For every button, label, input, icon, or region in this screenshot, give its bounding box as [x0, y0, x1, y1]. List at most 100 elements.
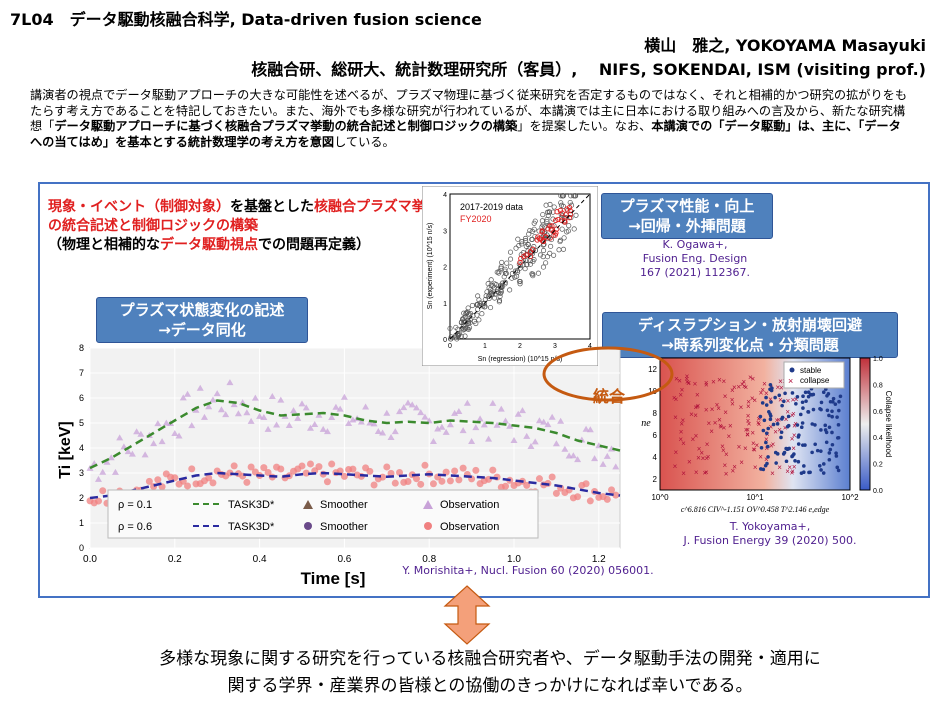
- collapse-point: ×: [699, 448, 704, 457]
- collapse-point: ×: [736, 383, 741, 392]
- sn-point: [543, 202, 549, 208]
- observation-point: [506, 422, 514, 429]
- collapse-point: ×: [721, 446, 726, 455]
- cite-yokoyama-1: T. Yokoyama+,: [729, 520, 811, 533]
- stable-point: [777, 393, 782, 398]
- observation-point: [99, 468, 107, 475]
- observation-point: [268, 392, 276, 399]
- colorbar-tick-label: 0.4: [873, 435, 883, 442]
- sn-point: [535, 270, 541, 276]
- stable-point: [810, 450, 814, 455]
- observation-point: [412, 404, 420, 411]
- sn-point: [523, 238, 529, 244]
- label-disr-line1: ディスラプション・放射崩壊回避: [638, 316, 862, 334]
- observation-point: [404, 399, 412, 406]
- collapse-point: ×: [673, 462, 678, 471]
- collapse-point: ×: [704, 379, 709, 388]
- observation-point: [442, 428, 450, 435]
- ti-ytick-label: 8: [79, 343, 84, 353]
- stable-point: [827, 451, 832, 455]
- collapse-point: ×: [678, 435, 683, 444]
- observation-point: [387, 433, 395, 440]
- citation-morishita: Y. Morishita+, Nucl. Fusion 60 (2020) 05…: [402, 564, 654, 577]
- sn-point: [572, 193, 578, 199]
- sn-point: [471, 318, 477, 324]
- observation-point: [188, 422, 196, 429]
- observation-point: [451, 409, 459, 416]
- sn-point: [531, 257, 537, 263]
- stable-point: [779, 430, 784, 435]
- collapse-point: ×: [723, 392, 728, 401]
- observation-point: [137, 430, 145, 437]
- sn-point: [502, 268, 508, 274]
- stable-point: [795, 395, 800, 399]
- observation-point: [552, 489, 560, 497]
- observation-point: [222, 411, 230, 418]
- intro-black-1: を基盤とした: [230, 199, 314, 215]
- observation-point: [502, 482, 510, 490]
- sn-point: [507, 249, 514, 255]
- collapse-point: ×: [745, 430, 750, 439]
- observation-point: [128, 450, 136, 457]
- stable-point: [837, 408, 841, 413]
- observation-point: [502, 417, 510, 424]
- colorbar-label: Collapse likelihood: [884, 391, 893, 458]
- sn-legend-title: 2017-2019 data: [460, 202, 523, 212]
- stable-point: [810, 392, 814, 397]
- collapse-point: ×: [696, 402, 701, 411]
- collapse-point: ×: [785, 408, 790, 417]
- sn-point: [548, 243, 554, 249]
- stable-point: [790, 391, 795, 395]
- collapse-point: ×: [791, 409, 796, 418]
- sn-ytick-label: 4: [443, 192, 447, 199]
- observation-point: [234, 410, 242, 417]
- collapse-point: ×: [779, 384, 784, 393]
- observation-point: [544, 421, 552, 428]
- observation-point: [277, 396, 285, 403]
- stable-point: [762, 418, 767, 423]
- stable-point: [835, 465, 840, 470]
- affiliation: 核融合研、総研大、統計数理研究所（客員）, NIFS, SOKENDAI, IS…: [251, 60, 926, 79]
- stable-point: [821, 390, 826, 395]
- collapse-point: ×: [792, 463, 797, 472]
- collapse-point: ×: [685, 378, 690, 387]
- cite-ogawa-2: Fusion Eng. Design: [642, 252, 748, 265]
- sn-point: [464, 309, 470, 315]
- collapse-point: ×: [776, 416, 781, 425]
- observation-point: [319, 425, 327, 432]
- collapse-point: ×: [745, 426, 750, 435]
- observation-point: [421, 461, 429, 469]
- stable-point: [773, 395, 777, 400]
- collapse-point: ×: [674, 395, 679, 404]
- sn-point-fy2020: [527, 253, 534, 260]
- collapse-point: ×: [745, 430, 750, 439]
- legend-smoother-triangle: [303, 500, 313, 509]
- collapse-point: ×: [744, 425, 749, 434]
- observation-point: [306, 460, 314, 468]
- collapse-point: ×: [704, 405, 709, 414]
- observation-point: [586, 426, 594, 433]
- sn-point: [461, 310, 467, 316]
- collapse-point: ×: [693, 411, 698, 420]
- collapse-point: ×: [710, 405, 715, 414]
- observation-point: [434, 425, 442, 432]
- sn-point: [518, 262, 524, 268]
- observation-point: [370, 481, 378, 489]
- observation-point: [404, 477, 412, 485]
- sn-point: [454, 336, 460, 342]
- sn-point: [571, 226, 577, 232]
- observation-point: [446, 477, 454, 485]
- sn-point: [488, 305, 494, 311]
- collapse-point: ×: [778, 377, 783, 386]
- collapse-point: ×: [785, 467, 790, 476]
- collapse-point: ×: [730, 400, 735, 409]
- stable-point: [782, 399, 786, 404]
- observation-point: [603, 452, 611, 459]
- collapse-point: ×: [790, 467, 795, 476]
- legend-observation-triangle: [423, 500, 433, 509]
- sn-point: [489, 292, 495, 298]
- observation-point: [493, 421, 501, 428]
- sn-point: [566, 223, 572, 229]
- collapse-point: ×: [784, 415, 789, 424]
- collapse-point: ×: [751, 445, 756, 454]
